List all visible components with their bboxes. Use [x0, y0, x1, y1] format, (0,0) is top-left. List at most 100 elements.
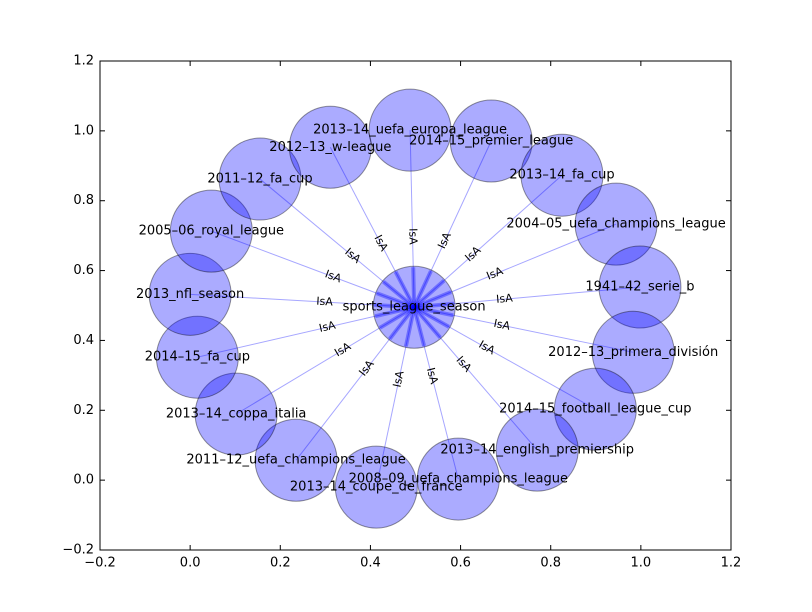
edge-label: IsA [496, 291, 514, 305]
edge-arrow [413, 290, 452, 310]
x-tick-label: 1.2 [721, 556, 742, 571]
x-tick-label: 0.4 [360, 556, 381, 571]
x-tick-label: 0.2 [270, 556, 291, 571]
y-tick-label: −0.2 [62, 543, 94, 558]
node-label: 2013_nfl_season [136, 287, 244, 302]
edge-label: IsA [323, 267, 343, 285]
node [416, 437, 500, 521]
edge [190, 293, 415, 308]
edge-arrow [412, 270, 433, 309]
node [598, 245, 682, 329]
x-tick-label: 1.0 [631, 556, 652, 571]
y-tick-label: 0.8 [73, 193, 94, 208]
node-label: 2013–14_coppa_italia [166, 407, 307, 422]
node-label: 2011–12_uefa_champions_league [186, 453, 405, 468]
plot-area: IsA IsAIsAIsAIsAIsAIsAIsAIsAIsAIsAIsAIsAI… [136, 88, 726, 529]
node [254, 418, 338, 502]
edge [413, 223, 617, 308]
y-tick-label: 1.2 [73, 54, 94, 69]
edge [413, 307, 459, 480]
node-label: 2014–15_football_league_cup [499, 402, 691, 417]
edge-arrow [375, 291, 415, 310]
edge [211, 230, 415, 308]
edge-label: IsA [318, 318, 337, 334]
edge-arrow [382, 280, 416, 309]
node [288, 105, 372, 189]
edge [259, 178, 415, 308]
edge-label: IsA [424, 366, 441, 386]
x-tick-label: 0.0 [180, 556, 201, 571]
edge-arrow [374, 305, 415, 319]
node [520, 133, 604, 217]
node [553, 367, 637, 451]
edge-arrow [412, 306, 427, 347]
node [218, 137, 302, 221]
node [495, 408, 579, 492]
edge-arrow [393, 270, 416, 309]
node [169, 189, 253, 273]
edge-label: IsA [492, 317, 511, 333]
node [591, 310, 675, 394]
node [449, 99, 533, 183]
node [574, 182, 658, 266]
node-label: 2013–14_fa_cup [509, 168, 614, 183]
edge-arrow [388, 306, 416, 341]
node-label: 2013–14_english_premiership [440, 443, 634, 458]
y-tick-label: 1.0 [73, 123, 94, 138]
edge [295, 306, 415, 461]
node-label: 2014–15_fa_cup [145, 350, 250, 365]
edge-arrow [403, 306, 417, 347]
y-tick-label: 0.6 [73, 263, 94, 278]
x-tick-label: 0.8 [540, 556, 561, 571]
edge [329, 147, 415, 308]
node-label: 2005–06_royal_league [139, 224, 284, 239]
node-label: 2012–13_primera_división [548, 345, 718, 360]
node [334, 445, 418, 529]
y-tick-label: 0.0 [73, 473, 94, 488]
edge [375, 307, 415, 488]
node-label: 1941–42_serie_b [585, 279, 694, 294]
edge-arrow [412, 305, 442, 339]
node-label: 2008–09_uefa_champions_league [349, 472, 568, 487]
edge [197, 306, 415, 358]
edge-label: IsA [485, 264, 506, 282]
node-label: sports_league_season [343, 300, 486, 315]
edge [414, 286, 641, 308]
edge-label: IsA [406, 228, 419, 245]
edge-label: IsA [435, 230, 454, 251]
edge [414, 306, 634, 353]
center-node [372, 265, 456, 349]
axes-frame [99, 60, 732, 551]
node-label: 2004–05_uefa_champions_league [506, 217, 725, 232]
node-label: 2011–12_fa_cup [207, 172, 312, 187]
axes: −0.2 0.0 0.2 0.4 0.6 0.8 1.0 1.2 −0.2 0.0 0.2 0.4 0.… [62, 54, 741, 571]
node [368, 88, 452, 172]
node-label: 2013–14_uefa_europa_league [313, 123, 507, 138]
edge [235, 306, 415, 415]
edge-arrow [412, 279, 446, 309]
edge-label: IsA [316, 295, 334, 309]
node [148, 252, 232, 336]
edge [413, 306, 538, 451]
edge-arrow [378, 305, 416, 330]
x-tick-label: −0.2 [84, 556, 116, 571]
node [194, 372, 278, 456]
edge [413, 174, 563, 308]
edge [413, 140, 492, 308]
edge [413, 306, 596, 410]
edge-label: IsA [390, 369, 406, 388]
node-label: 2012–13_w-league [269, 140, 391, 155]
edge-arrow [374, 302, 415, 310]
node [155, 315, 239, 399]
edge [409, 130, 415, 308]
edge-arrow [413, 305, 450, 329]
edge-arrow [413, 301, 455, 310]
edge-arrow [413, 305, 454, 318]
y-tick-label: 0.4 [73, 333, 94, 348]
x-tick-label: 0.6 [450, 556, 471, 571]
node-label: 2013–14_coupe_de_france [290, 480, 463, 495]
node-label: 2014–15_premier_league [409, 133, 573, 148]
edge-arrow [411, 267, 417, 308]
